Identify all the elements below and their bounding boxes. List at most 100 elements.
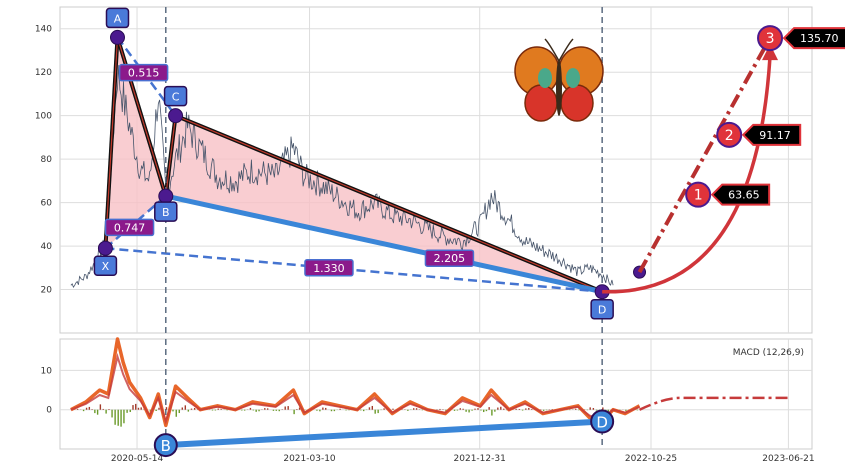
macd-histogram-bar (401, 409, 403, 410)
butterfly-antennae (544, 38, 574, 62)
macd-histogram-bar (459, 408, 461, 410)
macd-histogram-bar (82, 409, 85, 412)
macd-histogram-bar (407, 409, 409, 411)
macd-histogram-bar (184, 405, 187, 410)
butterfly-icon (514, 38, 604, 122)
macd-histogram-bar (545, 409, 548, 411)
macd-histogram-bar (592, 408, 595, 410)
macd-histogram-bar (319, 409, 321, 412)
macd-histogram-bar (266, 408, 269, 410)
price-line (70, 65, 614, 288)
projection-dashdot-line (637, 37, 772, 274)
macd-histogram-bar (190, 408, 193, 410)
macd-histogram-bar (625, 409, 627, 411)
ratio-label-text: 0.515 (128, 67, 160, 80)
pattern-leg-inner-AB (116, 37, 167, 197)
pattern-point-label-text: A (114, 12, 122, 25)
macd-histogram-bar (91, 409, 93, 410)
macd-histogram-bar (392, 408, 394, 410)
macd-histogram-bar (503, 408, 505, 410)
xab-triangle-fill (105, 37, 166, 249)
macd-divergence-label: B (161, 437, 171, 455)
macd-histogram-bar (165, 407, 168, 410)
macd-histogram-bar (155, 409, 157, 411)
macd-histogram-bar (158, 407, 160, 410)
macd-histogram-bar (96, 409, 99, 415)
ratio-label: 0.515 (118, 63, 169, 82)
macd-histogram-bar (439, 408, 441, 410)
macd-histogram-bar (94, 409, 96, 414)
projection-curve-arrow (602, 55, 772, 294)
macd-histogram-bar (226, 409, 228, 411)
pattern-leg-inner-XA (104, 37, 119, 249)
macd-divergence-point-d (590, 409, 615, 434)
macd-histogram-bar (123, 409, 125, 424)
target-number: 1 (694, 188, 703, 204)
macd-histogram-bar (102, 408, 104, 410)
pattern-point-x (97, 240, 113, 256)
target-value-flag (710, 183, 771, 206)
macd-histogram-bar (602, 407, 604, 410)
macd-histogram-bar (575, 408, 577, 410)
macd-histogram-bar (368, 407, 371, 410)
price-ytick-label: 60 (41, 199, 53, 209)
macd-histogram-bar (296, 409, 298, 410)
macd-histogram-bar (465, 409, 467, 412)
target-value-text: 135.70 (800, 32, 839, 45)
macd-histogram-bar (421, 409, 424, 411)
pattern-point-a (109, 29, 125, 45)
macd-histogram-bar (140, 407, 142, 410)
butterfly-lower-left-wing (524, 84, 558, 122)
bd-leg (165, 193, 603, 295)
macd-histogram-bar (362, 409, 365, 412)
xtick-label: 2021-03-10 (283, 454, 336, 464)
macd-title: MACD (12,26,9) (733, 348, 804, 358)
macd-histogram-bar (333, 409, 336, 412)
macd-histogram-bar (477, 408, 479, 410)
price-ytick-label: 40 (41, 242, 53, 252)
pattern-leg-inner-BC (165, 115, 177, 197)
target-circle (757, 25, 784, 52)
macd-histogram-bar (284, 406, 286, 410)
macd-histogram-bar (374, 409, 376, 414)
macd-ytick-label: 0 (46, 406, 52, 416)
macd-histogram-bar (415, 408, 418, 410)
macd-histogram-bar (120, 409, 122, 427)
macd-histogram-bar (474, 408, 476, 410)
macd-histogram-bar (595, 409, 598, 411)
price-ytick-label: 20 (41, 286, 53, 296)
butterfly-body (556, 60, 562, 116)
price-ytick-label: 140 (35, 25, 52, 35)
target-value-flag (741, 123, 802, 146)
macd-histogram-bar (264, 408, 266, 410)
macd-histogram-bar (330, 409, 333, 412)
macd-histogram-bar (345, 409, 347, 411)
butterfly-lower-right-wing (560, 84, 594, 122)
macd-histogram-bar (471, 409, 473, 411)
macd-histogram-bar (607, 409, 610, 412)
macd-histogram-bar (252, 409, 254, 411)
pattern-point-label-text: B (162, 206, 170, 219)
pattern-point-label: D (590, 298, 614, 320)
ratio-label: 1.330 (304, 259, 354, 277)
macd-divergence-point-b (153, 433, 178, 458)
macd-histogram-bar (518, 408, 521, 410)
macd-histogram-bar (500, 406, 502, 410)
macd-histogram-bar (339, 408, 341, 410)
xtick-label: 2023-06-21 (762, 454, 814, 464)
macd-histogram-bar (129, 409, 131, 413)
macd-ytick-label: 10 (41, 366, 53, 376)
xtick-label: 2020-05-14 (111, 454, 164, 464)
macd-histogram-bar (272, 409, 275, 411)
macd-histogram-bar (515, 408, 517, 410)
target-number: 2 (725, 128, 734, 144)
macd-histogram-bar (322, 407, 324, 410)
macd-histogram-bar (108, 409, 110, 410)
macd-histogram-bar (172, 409, 174, 412)
macd-histogram-bar (275, 409, 277, 411)
pattern-point-label: X (93, 255, 118, 276)
butterfly-right-spot (566, 68, 580, 88)
macd-histogram-bar (293, 409, 295, 415)
macd-histogram-bar (316, 409, 318, 411)
macd-histogram-bar (181, 407, 183, 410)
